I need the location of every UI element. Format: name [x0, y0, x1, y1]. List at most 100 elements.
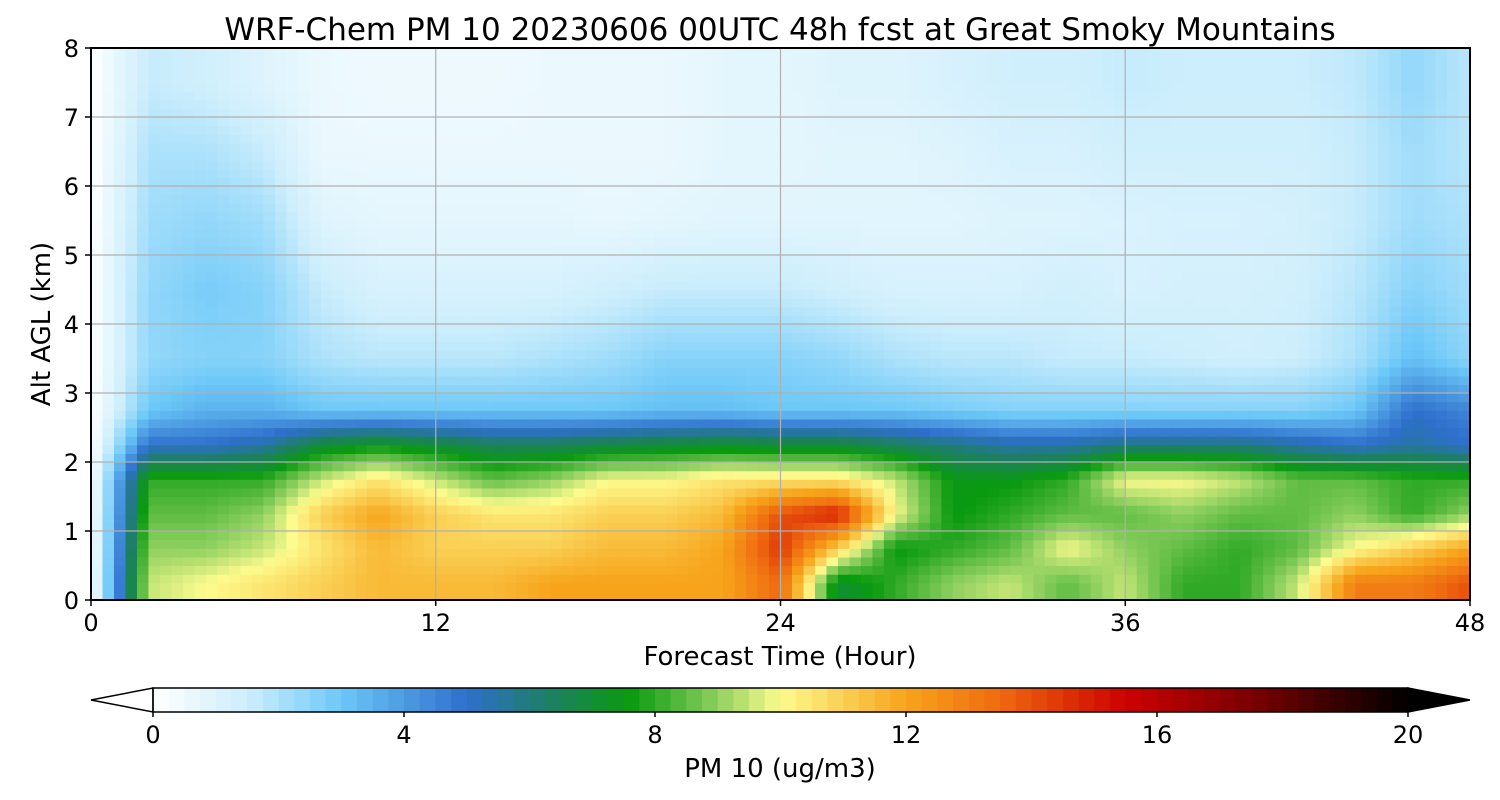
heatmap-cell [849, 134, 862, 144]
heatmap-cell [975, 427, 988, 437]
heatmap-cell [975, 496, 988, 506]
heatmap-cell [159, 82, 173, 92]
heatmap-cell [481, 582, 494, 592]
heatmap-cell [481, 315, 494, 325]
heatmap-cell [665, 453, 678, 463]
heatmap-cell [309, 56, 322, 66]
heatmap-cell [929, 393, 942, 403]
heatmap-cell [654, 220, 667, 230]
heatmap-cell [159, 462, 173, 472]
heatmap-cell [688, 479, 701, 489]
heatmap-cell [941, 289, 954, 299]
heatmap-cell [458, 539, 471, 549]
heatmap-cell [677, 470, 690, 480]
heatmap-cell [757, 186, 770, 196]
heatmap-cell [746, 358, 759, 368]
heatmap-cell [642, 341, 655, 351]
heatmap-cell [757, 255, 770, 265]
heatmap-cell [113, 229, 127, 239]
heatmap-cell [332, 462, 345, 472]
heatmap-cell [573, 151, 586, 161]
heatmap-cell [906, 367, 919, 377]
heatmap-cell [171, 436, 184, 446]
heatmap-cell [769, 255, 782, 265]
heatmap-cell [780, 565, 793, 575]
heatmap-cell [642, 384, 655, 394]
heatmap-cell [562, 522, 575, 532]
heatmap-cell [527, 134, 540, 144]
heatmap-cell [447, 324, 460, 334]
heatmap-cell [228, 211, 241, 222]
heatmap-cell [447, 220, 460, 230]
heatmap-cell [171, 367, 184, 377]
heatmap-cell [251, 505, 264, 515]
heatmap-cell [631, 453, 644, 463]
heatmap-cell [895, 73, 908, 84]
heatmap-cell [332, 574, 345, 584]
heatmap-cell [642, 99, 655, 109]
heatmap-cell [366, 522, 379, 532]
heatmap-cell [723, 444, 736, 454]
heatmap-cell [378, 168, 391, 178]
heatmap-cell [194, 211, 207, 222]
heatmap-cell [860, 496, 874, 506]
heatmap-cell [527, 186, 540, 196]
heatmap-cell [516, 203, 529, 213]
heatmap-cell [596, 427, 609, 437]
heatmap-cell [182, 117, 196, 127]
heatmap-cell [585, 177, 598, 187]
heatmap-cell [113, 142, 127, 153]
heatmap-cell [906, 582, 919, 592]
heatmap-cell [274, 582, 287, 592]
heatmap-cell [297, 99, 310, 109]
heatmap-cell [493, 479, 506, 489]
heatmap-cell [562, 177, 575, 187]
heatmap-cell [205, 436, 219, 446]
heatmap-cell [975, 418, 988, 429]
heatmap-cell [860, 246, 874, 256]
heatmap-cell [401, 237, 414, 247]
heatmap-cell [596, 324, 609, 334]
heatmap-cell [470, 582, 483, 592]
heatmap-cell [654, 263, 667, 273]
heatmap-cell [447, 349, 460, 360]
heatmap-cell [700, 582, 713, 592]
heatmap-cell [493, 470, 506, 480]
heatmap-cell [918, 548, 931, 558]
heatmap-cell [355, 565, 368, 575]
heatmap-cell [481, 272, 494, 282]
heatmap-cell [619, 470, 632, 480]
heatmap-cell [550, 341, 563, 351]
heatmap-cell [677, 591, 690, 601]
heatmap-cell [608, 556, 621, 567]
heatmap-cell [596, 591, 609, 601]
heatmap-cell [516, 582, 529, 592]
heatmap-cell [194, 237, 207, 247]
heatmap-cell [757, 470, 770, 480]
heatmap-cell [803, 496, 816, 506]
heatmap-cell [435, 341, 448, 351]
heatmap-cell [343, 453, 356, 463]
heatmap-cell [102, 160, 115, 170]
heatmap-cell [814, 255, 828, 265]
heatmap-cell [91, 151, 104, 161]
heatmap-cell [194, 401, 207, 411]
heatmap-cell [205, 91, 219, 101]
heatmap-cell [791, 470, 805, 480]
heatmap-cell [883, 237, 897, 247]
heatmap-cell [608, 513, 621, 523]
heatmap-cell [401, 168, 414, 178]
heatmap-cell [803, 289, 816, 299]
heatmap-cell [872, 255, 885, 265]
heatmap-cell [562, 358, 575, 368]
heatmap-cell [504, 142, 517, 153]
heatmap-cell [872, 565, 885, 575]
heatmap-cell [366, 65, 379, 75]
heatmap-cell [952, 280, 965, 291]
heatmap-cell [734, 99, 747, 109]
heatmap-cell [757, 427, 770, 437]
heatmap-cell [401, 48, 414, 58]
heatmap-cell [941, 591, 954, 601]
heatmap-cell [757, 108, 770, 118]
heatmap-cell [964, 117, 977, 127]
